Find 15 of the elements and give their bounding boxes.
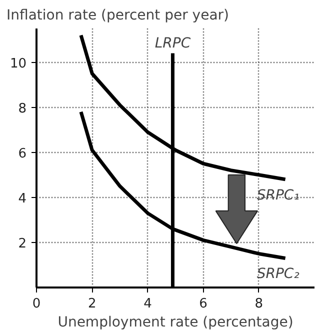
- y-tick-label: 10: [10, 56, 27, 72]
- x-tick-label: 6: [199, 296, 208, 312]
- series-label: SRPC₁: [256, 187, 300, 204]
- y-tick-label: 8: [18, 101, 27, 116]
- series-label: LRPC: [154, 35, 191, 52]
- series-label: SRPC₂: [256, 266, 300, 282]
- y-tick-label: 6: [18, 146, 27, 162]
- x-tick-label: 4: [144, 296, 152, 312]
- y-axis-title: Inflation rate (percent per year): [6, 8, 229, 24]
- y-tick-label: 4: [18, 191, 27, 206]
- y-tick-label: 2: [18, 236, 27, 252]
- x-tick-label: 8: [254, 296, 264, 312]
- x-tick-label: 2: [88, 296, 96, 312]
- x-tick-label: 0: [32, 296, 41, 312]
- x-axis-title: Unemployment rate (percentage): [58, 314, 294, 330]
